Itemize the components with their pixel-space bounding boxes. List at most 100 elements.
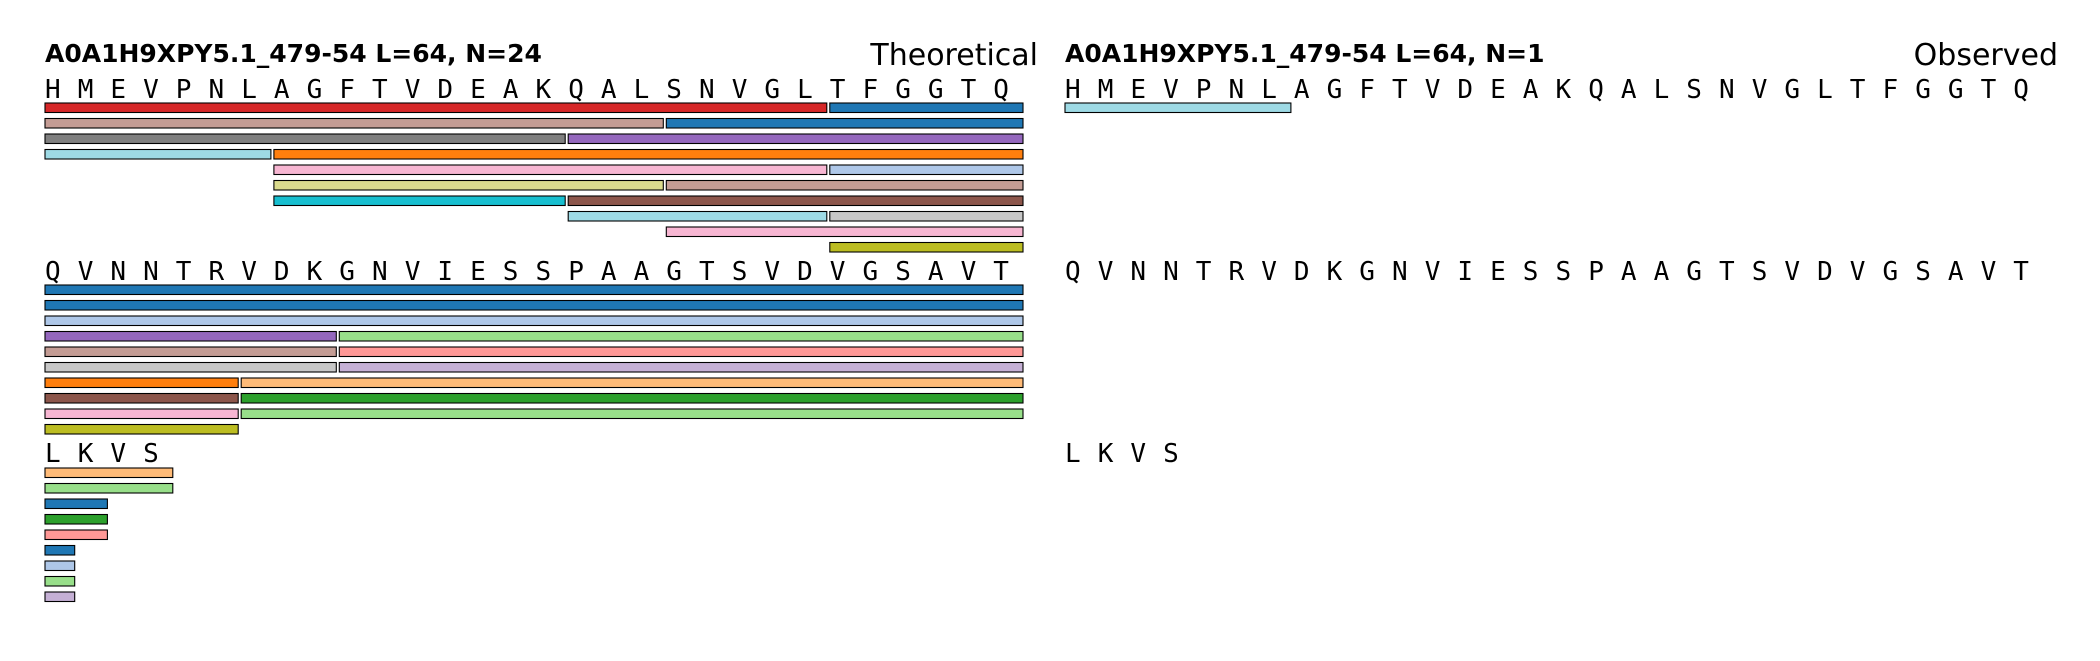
residue-letter: F xyxy=(1883,75,1899,105)
residue-letter: N xyxy=(143,257,159,287)
residue-letter: T xyxy=(1719,257,1735,287)
peptide-bar xyxy=(829,102,1024,114)
residue-letter: V xyxy=(732,75,748,105)
residue-letter: V xyxy=(110,439,126,469)
residue-letter: G xyxy=(1327,75,1343,105)
residue-letter: G xyxy=(666,257,682,287)
residue-letter: G xyxy=(1784,75,1800,105)
residue-letter: E xyxy=(110,75,126,105)
residue-letter: T xyxy=(372,75,388,105)
residue-letter: V xyxy=(1130,439,1146,469)
residue-letter: V xyxy=(405,75,421,105)
residue-letter: T xyxy=(1981,75,1997,105)
residue-letter: L xyxy=(241,75,257,105)
residue-letter: S xyxy=(143,439,159,469)
residue-letter: Q xyxy=(45,257,61,287)
panel-theoretical: A0A1H9XPY5.1_479-54 L=64, N=24 Theoretic… xyxy=(44,38,1038,603)
coverage-rows: H M E V P N L A G F T V D E A K Q A L S N V G L T F G G T QQ V N N T R V D K G… xyxy=(44,75,1024,603)
residue-letter: D xyxy=(1817,257,1833,287)
residue-letter: V xyxy=(1163,75,1179,105)
residue-letter: G xyxy=(1883,257,1899,287)
residue-letter: V xyxy=(241,257,257,287)
residue-letter: P xyxy=(1196,75,1212,105)
residue-letter: S xyxy=(895,257,911,287)
residue-letter: V xyxy=(961,257,977,287)
peptide-bar xyxy=(44,591,76,603)
residue-letter: T xyxy=(1850,75,1866,105)
residue-letter: L xyxy=(797,75,813,105)
residue-letter: L xyxy=(1065,439,1081,469)
residue-letter: Q xyxy=(1065,257,1081,287)
residue-letter: E xyxy=(1130,75,1146,105)
peptide-bar xyxy=(44,575,76,587)
residue-letter: A xyxy=(601,75,617,105)
residue-letter: D xyxy=(437,75,453,105)
residue-letter: V xyxy=(1425,75,1441,105)
residue-letter: S xyxy=(666,75,682,105)
residue-letter: D xyxy=(1457,75,1473,105)
residue-letter: L xyxy=(1817,75,1833,105)
residue-letter: A xyxy=(634,257,650,287)
peptide-bar xyxy=(44,498,108,510)
residue-letter: N xyxy=(1229,75,1245,105)
residue-letter: P xyxy=(1588,257,1604,287)
peptide-bar xyxy=(44,117,664,129)
residue-letter: P xyxy=(176,75,192,105)
peptide-bar xyxy=(273,148,1024,160)
peptide-bar xyxy=(44,148,272,160)
peptide-bar xyxy=(240,377,1024,389)
residue-letter: T xyxy=(993,257,1009,287)
residue-letter: T xyxy=(699,257,715,287)
residue-letter: Q xyxy=(1588,75,1604,105)
residue-letter: I xyxy=(437,257,453,287)
peptide-bar xyxy=(44,392,239,404)
residue-letter: F xyxy=(1359,75,1375,105)
residue-letter: T xyxy=(1196,257,1212,287)
residue-letter: G xyxy=(1948,75,1964,105)
residue-letter: T xyxy=(176,257,192,287)
residue-letter: R xyxy=(209,257,225,287)
peptide-bar xyxy=(44,330,337,342)
peptide-bar xyxy=(273,164,828,176)
peptide-bar xyxy=(44,482,174,494)
residue-letter: V xyxy=(1784,257,1800,287)
residue-letter: A xyxy=(1948,257,1964,287)
residue-letter: S xyxy=(1556,257,1572,287)
residue-letter: G xyxy=(928,75,944,105)
residue-letter: A xyxy=(274,75,290,105)
peptide-bar xyxy=(829,164,1024,176)
residue-letter: A xyxy=(601,257,617,287)
residue-letter: Q xyxy=(2013,75,2029,105)
residue-letter: S xyxy=(503,257,519,287)
residue-letter: K xyxy=(1098,439,1114,469)
residue-letter: V xyxy=(1850,257,1866,287)
residue-letter: K xyxy=(536,75,552,105)
residue-letter: G xyxy=(307,75,323,105)
peptide-bar xyxy=(44,467,174,479)
peptide-bar xyxy=(44,133,566,145)
residue-letter: L xyxy=(1261,75,1277,105)
peptide-bar xyxy=(44,560,76,572)
residue-letter: K xyxy=(1327,257,1343,287)
residue-letter: A xyxy=(503,75,519,105)
residue-letter: F xyxy=(339,75,355,105)
peptide-bar xyxy=(1064,102,1292,114)
peptide-bar xyxy=(338,346,1024,358)
residue-letter: V xyxy=(1752,75,1768,105)
peptide-bar xyxy=(44,284,1024,296)
residue-letter: A xyxy=(1523,75,1539,105)
residue-letter: N xyxy=(1163,257,1179,287)
residue-letter: G xyxy=(895,75,911,105)
residue-letter: G xyxy=(1686,257,1702,287)
residue-letter: A xyxy=(1654,257,1670,287)
residue-letter: A xyxy=(1621,75,1637,105)
peptide-bar xyxy=(44,408,239,420)
residue-letter: V xyxy=(1098,257,1114,287)
residue-letter: D xyxy=(1294,257,1310,287)
residue-letter: M xyxy=(1098,75,1114,105)
peptide-bar xyxy=(44,346,337,358)
residue-letter: H xyxy=(1065,75,1081,105)
